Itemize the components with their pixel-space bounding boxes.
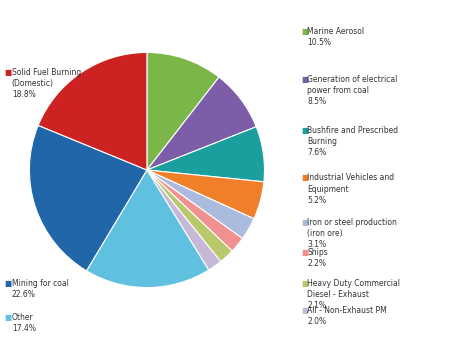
Text: Industrial Vehicles and
Equipment
5.2%: Industrial Vehicles and Equipment 5.2% [307,173,394,205]
Text: ■: ■ [301,248,308,257]
Text: ■: ■ [5,313,12,322]
Wedge shape [29,125,147,271]
Text: Ships
2.2%: Ships 2.2% [307,248,328,268]
Text: Marine Aerosol
10.5%: Marine Aerosol 10.5% [307,27,365,47]
Text: ■: ■ [5,68,12,77]
Text: ■: ■ [5,279,12,288]
Text: ■: ■ [301,173,308,182]
Text: ■: ■ [301,306,308,315]
Text: ■: ■ [301,126,308,135]
Wedge shape [147,170,232,261]
Wedge shape [38,52,147,170]
Wedge shape [86,170,209,288]
Text: ■: ■ [301,27,308,36]
Wedge shape [147,52,219,170]
Text: Bushfire and Prescribed
Burning
7.6%: Bushfire and Prescribed Burning 7.6% [307,126,398,157]
Text: ■: ■ [301,279,308,288]
Text: Mining for coal
22.6%: Mining for coal 22.6% [12,279,69,299]
Text: Other
17.4%: Other 17.4% [12,313,36,333]
Wedge shape [147,170,264,219]
Wedge shape [147,127,264,182]
Text: Solid Fuel Burning
(Domestic)
18.8%: Solid Fuel Burning (Domestic) 18.8% [12,68,81,99]
Text: Heavy Duty Commercial
Diesel - Exhaust
2.1%: Heavy Duty Commercial Diesel - Exhaust 2… [307,279,400,310]
Wedge shape [147,170,254,238]
Wedge shape [147,77,256,170]
Text: All - Non-Exhaust PM
2.0%: All - Non-Exhaust PM 2.0% [307,306,387,326]
Text: Generation of electrical
power from coal
8.5%: Generation of electrical power from coal… [307,75,398,106]
Text: Iron or steel production
(iron ore)
3.1%: Iron or steel production (iron ore) 3.1% [307,218,397,249]
Wedge shape [147,170,243,251]
Wedge shape [147,170,221,270]
Text: ■: ■ [301,218,308,226]
Text: ■: ■ [301,75,308,84]
